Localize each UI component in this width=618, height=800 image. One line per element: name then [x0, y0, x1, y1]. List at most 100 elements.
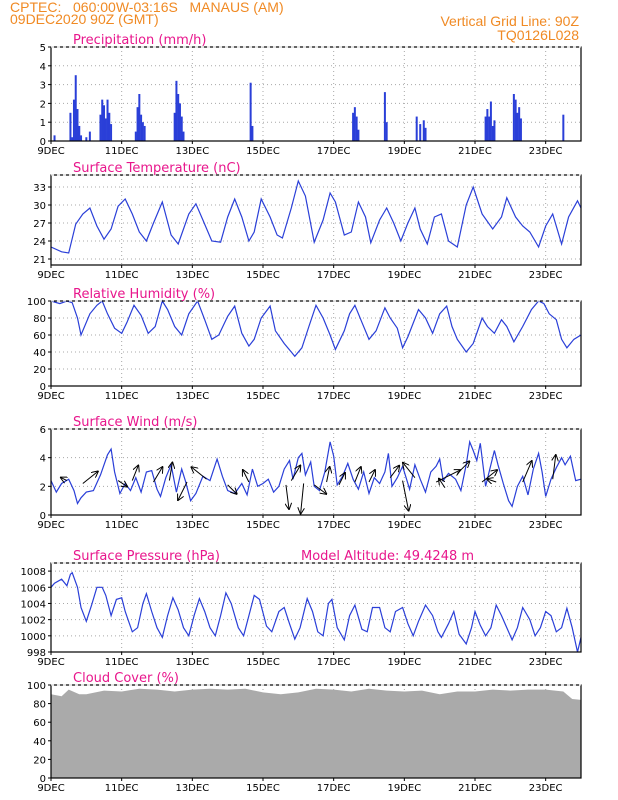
precip-bar: [415, 116, 418, 141]
ytick-label: 20: [33, 365, 46, 376]
ytick-label: 1004: [21, 599, 46, 610]
xtick-label: 17DEC: [317, 783, 351, 794]
precip-bar: [419, 124, 422, 141]
xtick-label: 23DEC: [529, 391, 563, 402]
ytick-label: 3: [40, 81, 46, 92]
precip-bar: [424, 127, 427, 141]
wind-vector: [487, 479, 497, 482]
panel-5: 0 20 40 60 80 100 9DEC 11DEC 13DEC 15DEC 17DEC 19DE…: [27, 671, 582, 794]
precip-bar: [143, 125, 146, 141]
xtick-label: 13DEC: [175, 146, 209, 157]
xtick-label: 23DEC: [529, 657, 563, 668]
precip-bar: [177, 94, 180, 141]
precip-bar: [180, 116, 183, 141]
ytick-label: 21: [33, 255, 46, 266]
xtick-label: 21DEC: [458, 657, 492, 668]
precip-bar: [104, 118, 107, 141]
precip-bar: [140, 114, 143, 141]
xtick-label: 23DEC: [529, 783, 563, 794]
precip-bar: [69, 112, 72, 141]
xtick-label: 13DEC: [175, 391, 209, 402]
precip-bar: [103, 105, 105, 141]
wind-vector: [227, 484, 237, 494]
xtick-label: 19DEC: [387, 146, 421, 157]
ytick-label: 60: [33, 718, 46, 729]
precip-bar: [562, 114, 565, 141]
precip-bar: [85, 137, 88, 141]
precip-bar: [76, 109, 79, 141]
wind-vector: [313, 484, 326, 494]
xtick-label: 9DEC: [37, 520, 64, 531]
wind-vector: [290, 466, 300, 481]
ytick-label: 80: [33, 700, 46, 711]
ytick-label: 80: [33, 314, 46, 325]
xtick-label: 13DEC: [175, 657, 209, 668]
panel-0: 0 1 2 3 4 5 9DEC 11DEC 13DEC 15DEC 17DEC 19DEC 21DEC…: [37, 33, 582, 157]
precip-bar: [138, 94, 141, 141]
xtick-label: 19DEC: [387, 391, 421, 402]
ytick-label: 998: [27, 648, 46, 659]
ytick-label: 30: [33, 201, 46, 212]
ytick-label: 2: [40, 482, 46, 493]
panel-frame: [50, 562, 582, 653]
precip-bar: [249, 82, 252, 141]
ytick-label: 0: [40, 774, 46, 785]
ytick-label: 4: [40, 454, 46, 465]
precip-bar: [383, 92, 386, 141]
xtick-label: 9DEC: [37, 783, 64, 794]
xtick-label: 11DEC: [105, 391, 139, 402]
ytick-label: 0: [40, 382, 46, 393]
precip-bar: [512, 94, 515, 141]
precip-bar: [71, 137, 74, 141]
ytick-label: 40: [33, 348, 46, 359]
xtick-label: 17DEC: [317, 520, 351, 531]
precip-bar: [78, 125, 81, 141]
precip-bar: [355, 116, 358, 141]
precip-bar: [484, 116, 487, 141]
xtick-label: 9DEC: [37, 270, 64, 281]
xtick-label: 17DEC: [317, 391, 351, 402]
precip-bar: [178, 103, 181, 141]
wind-vector: [131, 466, 138, 481]
panel-title: Surface Wind (m/s): [73, 415, 197, 430]
ytick-label: 1008: [21, 567, 46, 578]
wind-vector: [338, 473, 345, 486]
xtick-label: 19DEC: [387, 657, 421, 668]
xtick-label: 21DEC: [458, 270, 492, 281]
panel-3: 0 2 4 6 9DEC 11DEC 13DEC 15DEC 17DEC 19DEC 21DEC 23…: [37, 415, 582, 531]
wind-vector: [286, 484, 289, 509]
ytick-label: 40: [33, 737, 46, 748]
ytick-label: 2: [40, 99, 46, 110]
wind-vector: [169, 463, 172, 481]
precip-bar: [136, 107, 139, 141]
wind-vector: [117, 480, 127, 487]
precip-bar: [352, 112, 355, 141]
ytick-label: 33: [33, 183, 46, 194]
ytick-label: 20: [33, 755, 46, 766]
panel-4: 998 1000 1002 1004 1006 1008 9DEC 11DEC 13DEC 15D…: [21, 549, 582, 668]
wind-vector: [402, 480, 409, 511]
panel-frame: [50, 428, 582, 516]
xtick-label: 11DEC: [105, 520, 139, 531]
panel-1: 21 24 27 30 33 9DEC 11DEC 13DEC 15DEC 17DEC 19DEC 2…: [33, 161, 582, 281]
header-date: 09DEC2020 90Z (GMT): [10, 11, 159, 27]
ytick-label: 100: [27, 681, 46, 692]
ytick-label: 0: [40, 511, 46, 522]
series-line: [50, 299, 582, 358]
xtick-label: 21DEC: [458, 146, 492, 157]
precip-bar: [486, 109, 489, 141]
xtick-label: 11DEC: [105, 657, 139, 668]
wind-vector: [481, 470, 497, 483]
xtick-label: 15DEC: [246, 391, 280, 402]
xtick-label: 15DEC: [246, 520, 280, 531]
ytick-label: 1000: [21, 632, 46, 643]
precip-bar: [251, 125, 254, 141]
ytick-label: 60: [33, 331, 46, 342]
wind-vector: [153, 467, 162, 483]
precip-bar: [101, 99, 104, 141]
wind-vector: [553, 455, 556, 480]
panel-frame: [50, 174, 582, 266]
xtick-label: 19DEC: [387, 270, 421, 281]
ytick-label: 4: [40, 62, 46, 73]
xtick-label: 23DEC: [529, 146, 563, 157]
